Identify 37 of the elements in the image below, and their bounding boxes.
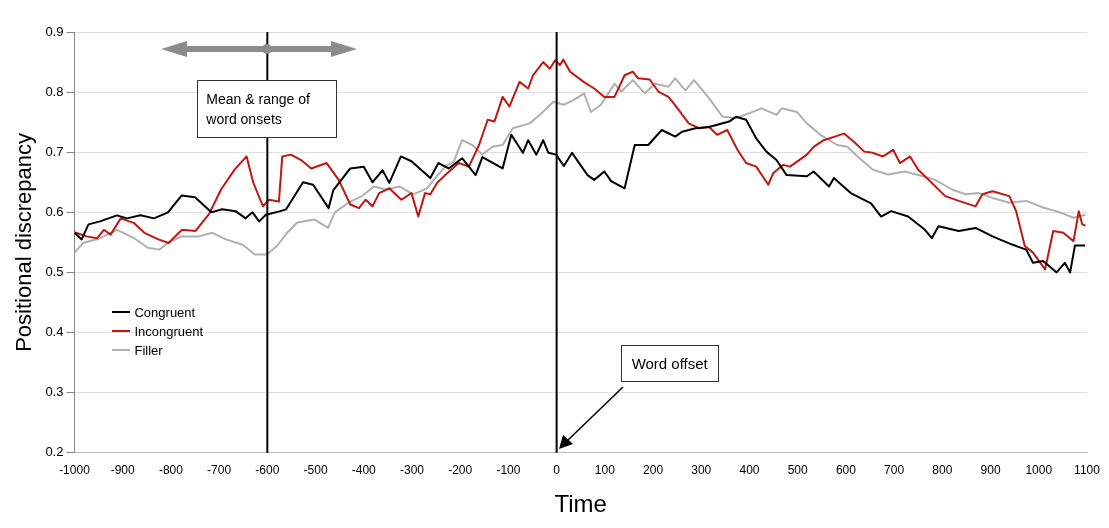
x-tick-label: 0 [553, 463, 561, 478]
y-tick-label: 0.2 [45, 444, 64, 460]
x-tick-label: -200 [448, 463, 473, 478]
x-tick-label: 200 [643, 463, 664, 478]
x-tick-label: 900 [980, 463, 1001, 478]
x-axis-title: Time [554, 490, 607, 518]
x-tick-label: 100 [594, 463, 616, 478]
annotation: Mean & range of word onsets [197, 80, 338, 139]
x-tick-label: 700 [884, 463, 905, 478]
x-tick-label: -100 [496, 463, 521, 478]
y-axis-title: Positional discrepancy [11, 132, 37, 352]
x-tick-label: -800 [158, 463, 184, 478]
legend-label: Filler [134, 341, 163, 360]
y-tick-label: 0.6 [45, 203, 64, 219]
y-tick-label: 0.7 [45, 143, 64, 159]
x-tick-label: -1000 [59, 463, 91, 478]
x-tick-label: 600 [835, 463, 857, 478]
y-tick-label: 0.4 [45, 324, 64, 340]
x-tick-label: -400 [351, 463, 377, 478]
x-tick-label: -300 [399, 463, 425, 478]
legend-label: Congruent [134, 303, 196, 322]
x-tick-label: 500 [787, 463, 809, 478]
annotation: Word offset [620, 344, 719, 382]
y-tick-label: 0.9 [45, 23, 64, 39]
y-tick-label: 0.5 [45, 264, 64, 280]
x-tick-label: -600 [255, 463, 280, 478]
x-tick-label: 1100 [1074, 463, 1101, 478]
x-tick-label: 1000 [1025, 463, 1053, 478]
y-tick-label: 0.3 [45, 384, 64, 400]
x-tick-label: 300 [691, 463, 712, 478]
x-tick-label: -500 [303, 463, 328, 478]
x-tick-label: -700 [207, 463, 232, 478]
x-tick-label: 400 [739, 463, 760, 478]
x-tick-label: 800 [932, 463, 953, 478]
legend-label: Incongruent [134, 322, 204, 341]
x-tick-label: -900 [110, 463, 136, 478]
y-tick-label: 0.8 [45, 83, 64, 99]
